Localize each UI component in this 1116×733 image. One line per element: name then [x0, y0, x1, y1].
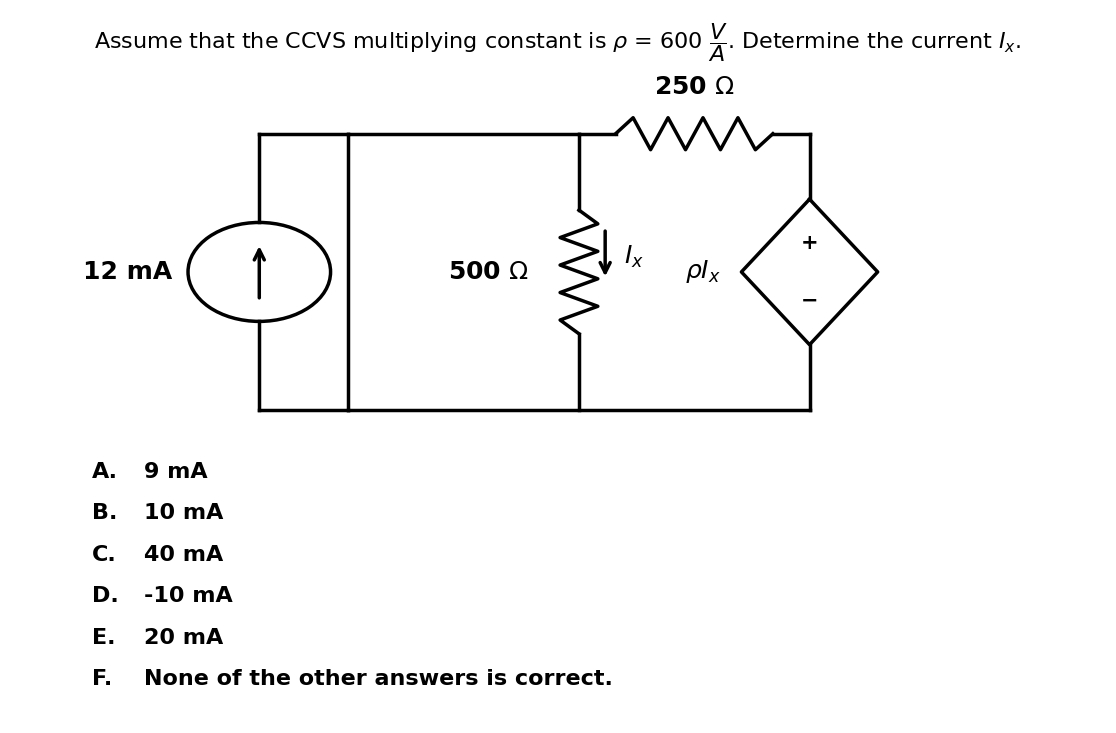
Text: C.: C. — [92, 545, 116, 565]
Text: 250 $\Omega$: 250 $\Omega$ — [654, 75, 734, 99]
Text: 10 mA: 10 mA — [144, 504, 223, 523]
Text: −: − — [801, 291, 818, 311]
Text: F.: F. — [92, 669, 112, 689]
Text: $I_x$: $I_x$ — [624, 244, 644, 270]
Text: B.: B. — [92, 504, 117, 523]
Text: 12 mA: 12 mA — [83, 260, 172, 284]
Text: +: + — [801, 233, 818, 253]
Text: 500 $\Omega$: 500 $\Omega$ — [448, 260, 529, 284]
Text: 9 mA: 9 mA — [144, 462, 208, 482]
Text: Assume that the CCVS multiplying constant is $\rho$ = 600 $\dfrac{V}{A}$. Determ: Assume that the CCVS multiplying constan… — [95, 21, 1021, 64]
Text: A.: A. — [92, 462, 117, 482]
Text: D.: D. — [92, 586, 118, 606]
Text: 20 mA: 20 mA — [144, 628, 223, 648]
Text: 40 mA: 40 mA — [144, 545, 223, 565]
Text: -10 mA: -10 mA — [144, 586, 233, 606]
Text: None of the other answers is correct.: None of the other answers is correct. — [144, 669, 613, 689]
Text: $\rho I_x$: $\rho I_x$ — [685, 259, 721, 285]
Text: E.: E. — [92, 628, 115, 648]
